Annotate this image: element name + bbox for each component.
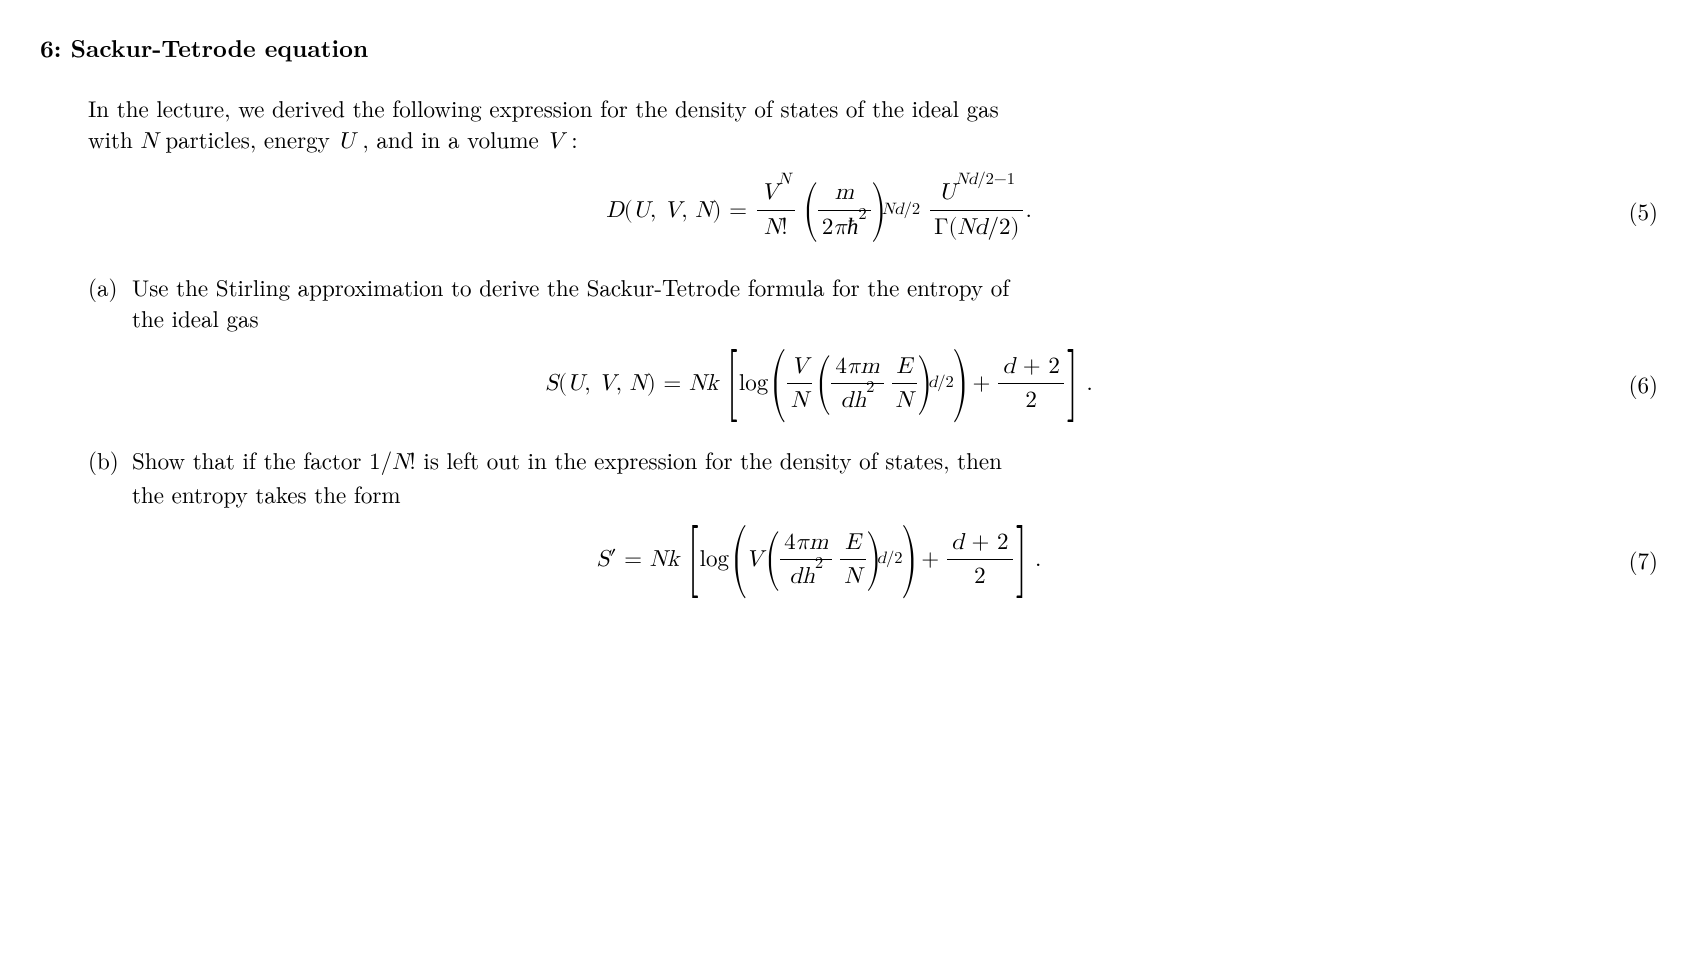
intro-text-2d: : (571, 122, 577, 155)
rbracket-icon: ] (1015, 530, 1026, 589)
part-b-text-2: the entropy takes the form (132, 477, 401, 510)
part-b-body: Show that if the factor 1/N! is left out… (132, 444, 1666, 509)
equation-6-row: S(U, V, N) = Nk [ log ( V N ( 4πm dh2 E … (40, 351, 1666, 416)
lparen-icon: ( (802, 186, 818, 234)
eq6-plus: + (972, 368, 990, 399)
equation-7-row: S′ = Nk [ log ( V ( 4πm dh2 E N ) d/2 ) … (40, 527, 1666, 592)
intro-text-1: In the lecture, we derived the following… (88, 91, 999, 124)
intro-text-2c: , and in a volume (362, 122, 546, 155)
rparen-icon: ) (865, 535, 881, 583)
eq7-plus: + (921, 544, 939, 575)
lparen-icon: ( (816, 359, 832, 407)
problem-heading: 6: Sackur-Tetrode equation (40, 32, 1666, 64)
problem-number: 6: (40, 31, 61, 65)
rparen-icon: ) (900, 530, 917, 589)
lbracket-icon: [ (688, 530, 699, 589)
rparen-icon: ) (917, 359, 933, 407)
var-N: N (140, 130, 157, 153)
eq6-dot: . (1086, 368, 1092, 399)
eq7-log: log (700, 544, 729, 575)
intro-text-2a: with (88, 122, 140, 155)
part-b-text-1a: Show that if the factor (132, 443, 369, 476)
part-b: (b) Show that if the factor 1/N! is left… (88, 444, 1666, 509)
eq7-frac-EN: E N (840, 527, 865, 592)
rparen-icon: ) (870, 186, 886, 234)
eq6-log: log (739, 368, 768, 399)
part-b-label: (b) (88, 444, 132, 509)
part-a-body: Use the Stirling approximation to derive… (132, 271, 1666, 333)
eq7-frac-4pimE: 4πm dh2 (780, 527, 832, 592)
part-a-text-2: the ideal gas (132, 301, 259, 334)
eq5-frac-U-Gamma: UNd/2−1 Γ(Nd/2) (930, 177, 1023, 242)
eq6-frac-4pimE: 4πm dh2 (831, 351, 883, 416)
lparen-icon: ( (765, 535, 781, 583)
part-a-label: (a) (88, 271, 132, 333)
var-V: V (546, 130, 563, 153)
equation-5: D(U, V, N) = VN N! ( m 2πħ2 ) Nd/2 UNd/2… (40, 177, 1598, 242)
intro-paragraph: In the lecture, we derived the following… (88, 92, 1666, 157)
part-b-text-1b: is left out in the expression for the de… (416, 443, 1002, 476)
var-U: U (337, 130, 354, 153)
equation-6-label: (6) (1598, 368, 1666, 399)
eq5-dot: . (1025, 195, 1031, 226)
eq5-frac-VN-Nfact: VN N! (757, 177, 795, 242)
equation-7: S′ = Nk [ log ( V ( 4πm dh2 E N ) d/2 ) … (40, 527, 1598, 592)
equation-7-label: (7) (1598, 544, 1666, 575)
equation-6: S(U, V, N) = Nk [ log ( V N ( 4πm dh2 E … (40, 351, 1598, 416)
eq5-lhs: D(U, V, N) = (606, 199, 747, 222)
problem-title: Sackur-Tetrode equation (71, 31, 369, 65)
lparen-icon: ( (731, 530, 748, 589)
eq7-frac-dplus2: d + 2 2 (947, 527, 1012, 592)
eq6-frac-EN: E N (892, 351, 917, 416)
one-over-N-factorial: 1/N! (369, 443, 416, 476)
equation-5-row: D(U, V, N) = VN N! ( m 2πħ2 ) Nd/2 UNd/2… (40, 177, 1666, 242)
rparen-icon: ) (952, 354, 969, 413)
rbracket-icon: ] (1066, 354, 1077, 413)
eq6-frac-VN: V N (787, 351, 812, 416)
eq7-dot: . (1035, 544, 1041, 575)
lparen-icon: ( (770, 354, 787, 413)
equation-5-label: (5) (1598, 195, 1666, 226)
eq6-frac-dplus2: d + 2 2 (998, 351, 1063, 416)
lbracket-icon: [ (727, 354, 738, 413)
intro-text-2b: particles, energy (165, 122, 337, 155)
eq5-frac-m-2pih2: m 2πħ2 (818, 177, 871, 242)
part-a-text-1: Use the Stirling approximation to derive… (132, 270, 1009, 303)
part-a: (a) Use the Stirling approximation to de… (88, 271, 1666, 333)
